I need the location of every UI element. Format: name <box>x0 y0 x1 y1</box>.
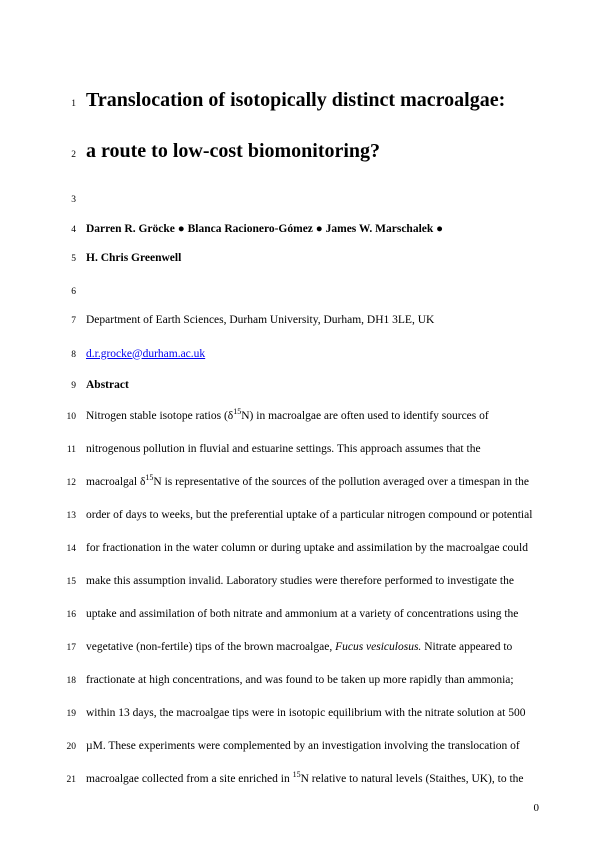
title-line-2: 2 a route to low-cost biomonitoring? <box>56 139 539 164</box>
body-line: 10 Nitrogen stable isotope ratios (δ15N)… <box>56 409 539 425</box>
author-4: H. Chris Greenwell <box>80 252 539 264</box>
body-text: uptake and assimilation of both nitrate … <box>80 607 539 623</box>
body-line: 16 uptake and assimilation of both nitra… <box>56 607 539 623</box>
superscript-15: 15 <box>293 770 301 779</box>
line-number: 8 <box>56 350 80 360</box>
email-wrap: d.r.grocke@durham.ac.uk <box>80 344 539 362</box>
abstract-heading-line: 9 Abstract <box>56 379 539 391</box>
body-line: 11 nitrogenous pollution in fluvial and … <box>56 442 539 458</box>
paper-title-part2: a route to low-cost biomonitoring? <box>80 139 539 164</box>
line-number: 3 <box>56 195 80 205</box>
affiliation-line: 7 Department of Earth Sciences, Durham U… <box>56 314 539 326</box>
line-number: 4 <box>56 225 80 235</box>
line-number: 6 <box>56 287 80 297</box>
body-line: 20 µM. These experiments were complement… <box>56 739 539 755</box>
blank <box>80 282 539 294</box>
author-email-link[interactable]: d.r.grocke@durham.ac.uk <box>86 348 205 360</box>
line-number: 12 <box>56 478 80 488</box>
body-text: fractionate at high concentrations, and … <box>80 673 539 689</box>
fragment: Nitrogen stable isotope ratios (δ <box>86 410 233 422</box>
body-line: 15 make this assumption invalid. Laborat… <box>56 574 539 590</box>
author-2: Blanca Racionero-Gómez <box>185 223 316 235</box>
bullet-icon: ● <box>436 223 443 235</box>
body-line: 17 vegetative (non-fertile) tips of the … <box>56 640 539 656</box>
fragment: Nitrate appeared to <box>421 641 512 653</box>
fragment: N is representative of the sources of th… <box>153 476 529 488</box>
line-number: 13 <box>56 511 80 521</box>
affiliation-text: Department of Earth Sciences, Durham Uni… <box>80 314 539 326</box>
line-number: 5 <box>56 254 80 264</box>
line-number: 20 <box>56 742 80 752</box>
line-number: 1 <box>56 99 80 109</box>
email-line: 8 d.r.grocke@durham.ac.uk <box>56 344 539 362</box>
species-name: Fucus vesiculosus. <box>335 641 421 653</box>
author-3: James W. Marschalek <box>323 223 436 235</box>
body-text: within 13 days, the macroalgae tips were… <box>80 706 539 722</box>
body-text: macroalgae collected from a site enriche… <box>80 772 539 788</box>
page-number: 0 <box>534 802 540 814</box>
line-number: 16 <box>56 610 80 620</box>
body-line: 21 macroalgae collected from a site enri… <box>56 772 539 788</box>
authors-text: Darren R. Gröcke ● Blanca Racionero-Góme… <box>80 223 539 235</box>
paper-title-part1: Translocation of isotopically distinct m… <box>80 88 539 113</box>
line-number: 15 <box>56 577 80 587</box>
line-number: 10 <box>56 412 80 422</box>
line-number: 19 <box>56 709 80 719</box>
body-line: 12 macroalgal δ15N is representative of … <box>56 475 539 491</box>
blank <box>80 190 539 202</box>
body-text: Nitrogen stable isotope ratios (δ15N) in… <box>80 409 539 425</box>
author-1: Darren R. Gröcke <box>86 223 178 235</box>
fragment: vegetative (non-fertile) tips of the bro… <box>86 641 335 653</box>
body-text: vegetative (non-fertile) tips of the bro… <box>80 640 539 656</box>
line-number: 21 <box>56 775 80 785</box>
body-text: nitrogenous pollution in fluvial and est… <box>80 442 539 458</box>
line-number: 7 <box>56 316 80 326</box>
line-number: 9 <box>56 381 80 391</box>
title-line-1: 1 Translocation of isotopically distinct… <box>56 88 539 113</box>
body-text: macroalgal δ15N is representative of the… <box>80 475 539 491</box>
body-text: order of days to weeks, but the preferen… <box>80 508 539 524</box>
fragment: N) in macroalgae are often used to ident… <box>241 410 488 422</box>
body-text: for fractionation in the water column or… <box>80 541 539 557</box>
fragment: macroalgae collected from a site enriche… <box>86 773 293 785</box>
line-number: 17 <box>56 643 80 653</box>
body-line: 19 within 13 days, the macroalgae tips w… <box>56 706 539 722</box>
fragment: N relative to natural levels (Staithes, … <box>301 773 524 785</box>
blank-line: 6 <box>56 282 539 297</box>
bullet-icon: ● <box>316 223 323 235</box>
body-line: 14 for fractionation in the water column… <box>56 541 539 557</box>
bullet-icon: ● <box>178 223 185 235</box>
body-line: 13 order of days to weeks, but the prefe… <box>56 508 539 524</box>
blank-line: 3 <box>56 190 539 205</box>
body-text: µM. These experiments were complemented … <box>80 739 539 755</box>
abstract-heading: Abstract <box>80 379 539 391</box>
line-number: 18 <box>56 676 80 686</box>
authors-line-2: 5 H. Chris Greenwell <box>56 252 539 264</box>
fragment: macroalgal δ <box>86 476 145 488</box>
authors-line-1: 4 Darren R. Gröcke ● Blanca Racionero-Gó… <box>56 223 539 235</box>
body-line: 18 fractionate at high concentrations, a… <box>56 673 539 689</box>
body-text: make this assumption invalid. Laboratory… <box>80 574 539 590</box>
line-number: 14 <box>56 544 80 554</box>
line-number: 11 <box>56 445 80 455</box>
line-number: 2 <box>56 150 80 160</box>
